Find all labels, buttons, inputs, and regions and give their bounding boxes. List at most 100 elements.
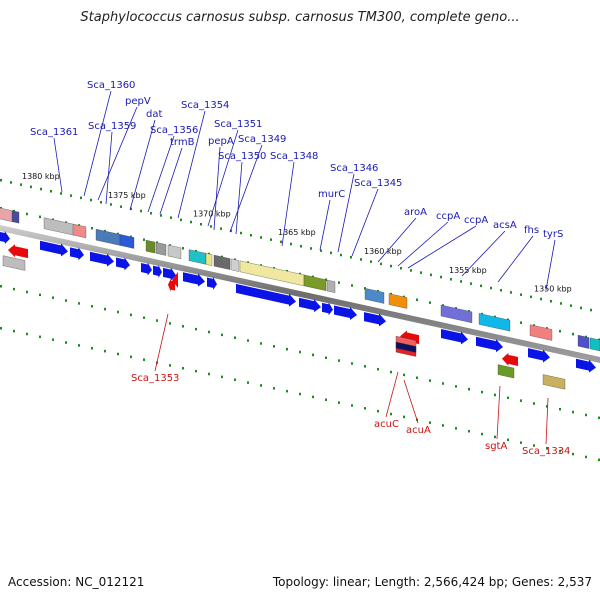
forward-tick	[440, 275, 442, 279]
forward-gene-block[interactable]	[230, 258, 240, 272]
gene-label-sca_1354[interactable]: Sca_1354	[181, 100, 229, 111]
reverse-tick	[429, 421, 431, 424]
gene-label-tyrs[interactable]: tyrS	[543, 229, 563, 240]
forward-gene-block[interactable]	[72, 223, 87, 239]
forward-cds-arrow[interactable]	[476, 336, 503, 353]
reverse-tick	[559, 407, 561, 411]
gene-label-sca_1350[interactable]: Sca_1350	[218, 151, 266, 162]
gene-leader-line	[229, 144, 263, 233]
forward-cds-arrow[interactable]	[207, 276, 217, 290]
forward-tick	[560, 302, 562, 305]
gene-label-sca_1334[interactable]: Sca_1334	[522, 446, 570, 457]
gene-leader-line	[497, 235, 534, 283]
forward-cds-arrow[interactable]	[0, 231, 10, 245]
gene-label-murc[interactable]: murC	[318, 189, 345, 200]
forward-cds-arrow[interactable]	[116, 257, 130, 271]
forward-cds-arrow[interactable]	[528, 348, 550, 363]
forward-gene-block[interactable]	[388, 293, 408, 309]
gene-label-sca_1351[interactable]: Sca_1351	[214, 119, 262, 130]
gene-leader-line	[159, 147, 183, 215]
forward-cds-arrow[interactable]	[183, 272, 205, 287]
reverse-gene-block[interactable]	[2, 255, 26, 271]
gene-label-acuc[interactable]: acuC	[374, 419, 399, 430]
forward-gene-block[interactable]	[11, 210, 20, 224]
gene-leader-line	[105, 131, 113, 205]
forward-cds-arrow[interactable]	[141, 262, 152, 276]
forward-cds-arrow[interactable]	[153, 264, 162, 278]
gene-label-sca_1356[interactable]: Sca_1356	[150, 125, 198, 136]
forward-cds-arrow[interactable]	[236, 283, 296, 307]
forward-cds-arrow[interactable]	[90, 251, 114, 267]
gene-leader-line	[403, 379, 419, 424]
forward-gene-block[interactable]	[364, 288, 385, 304]
forward-cds-arrow[interactable]	[576, 358, 596, 373]
reverse-gene-block[interactable]	[497, 364, 515, 379]
forward-tick	[230, 229, 232, 233]
gene-leader-line	[461, 230, 506, 277]
gene-label-sca_1361[interactable]: Sca_1361	[30, 127, 78, 138]
forward-tick	[130, 207, 132, 211]
forward-tick	[90, 198, 92, 202]
forward-gene-block[interactable]	[167, 244, 182, 260]
forward-gene-block[interactable]	[478, 313, 511, 332]
gene-label-sca_1346[interactable]: Sca_1346	[330, 163, 378, 174]
forward-gene-block[interactable]	[529, 324, 553, 341]
forward-cds-arrow[interactable]	[322, 302, 333, 316]
forward-gene-block[interactable]	[577, 334, 590, 349]
gene-label-sca_1345[interactable]: Sca_1345	[354, 178, 402, 189]
gene-label-ccpa[interactable]: ccpA	[464, 215, 488, 226]
gene-label-aroa[interactable]: aroA	[404, 207, 427, 218]
forward-gene-block[interactable]	[95, 228, 121, 246]
forward-gene-block[interactable]	[589, 337, 600, 352]
forward-gene-block[interactable]	[205, 253, 213, 266]
forward-cds-arrow[interactable]	[299, 297, 321, 313]
forward-gene-block[interactable]	[119, 234, 135, 249]
forward-cds-arrow[interactable]	[364, 312, 386, 327]
gene-label-acsa[interactable]: acsA	[493, 220, 517, 231]
forward-gene-block[interactable]	[440, 304, 473, 324]
gene-label-sca_1348[interactable]: Sca_1348	[270, 151, 318, 162]
forward-tick	[20, 183, 22, 186]
gene-label-acua[interactable]: acuA	[406, 425, 431, 436]
gene-label-fhs[interactable]: fhs	[524, 225, 539, 236]
forward-cds-arrow[interactable]	[163, 267, 176, 281]
forward-cds-arrow[interactable]	[40, 240, 68, 257]
reverse-tick	[533, 444, 535, 447]
forward-gene-block[interactable]	[188, 249, 207, 265]
reverse-cds-arrow[interactable]	[502, 352, 518, 366]
reverse-tick	[507, 396, 509, 400]
forward-tick	[80, 196, 82, 200]
reverse-cds-arrow[interactable]	[8, 244, 28, 259]
forward-tick	[520, 321, 522, 324]
forward-gene-block[interactable]	[326, 279, 336, 293]
reverse-tick	[325, 398, 327, 401]
scale-label: 1350 kbp	[534, 284, 572, 293]
reverse-tick	[0, 285, 2, 288]
gene-label-dat[interactable]: dat	[146, 109, 162, 120]
gene-label-sca_1353[interactable]: Sca_1353	[131, 373, 179, 384]
gene-label-pepv[interactable]: pepV	[125, 96, 151, 107]
reverse-gene-block[interactable]	[395, 341, 417, 353]
gene-label-pepa[interactable]: pepA	[208, 136, 234, 147]
forward-gene-block[interactable]	[145, 239, 156, 254]
forward-gene-block[interactable]	[213, 254, 231, 270]
reverse-cds-arrow[interactable]	[168, 278, 175, 292]
gene-label-sca_1360[interactable]: Sca_1360	[87, 80, 135, 91]
gene-label-sca_1349[interactable]: Sca_1349	[238, 134, 286, 145]
gene-label-sgta[interactable]: sgtA	[485, 441, 507, 452]
reverse-cds-marker[interactable]	[172, 272, 178, 288]
forward-cds-arrow[interactable]	[334, 305, 357, 320]
forward-gene-block[interactable]	[155, 242, 167, 256]
forward-gene-block[interactable]	[303, 274, 327, 291]
forward-cds-arrow[interactable]	[70, 247, 84, 261]
gene-label-ccpa[interactable]: ccpA	[436, 211, 460, 222]
reverse-gene-block[interactable]	[542, 374, 566, 390]
gene-leader-line	[147, 135, 175, 213]
forward-gene-block[interactable]	[43, 217, 75, 236]
gene-label-sca_1359[interactable]: Sca_1359	[88, 121, 136, 132]
reverse-tick	[78, 302, 80, 305]
gene-label-trmb[interactable]: trmB	[170, 137, 195, 148]
forward-cds-arrow[interactable]	[441, 329, 468, 345]
forward-tick	[0, 179, 2, 182]
